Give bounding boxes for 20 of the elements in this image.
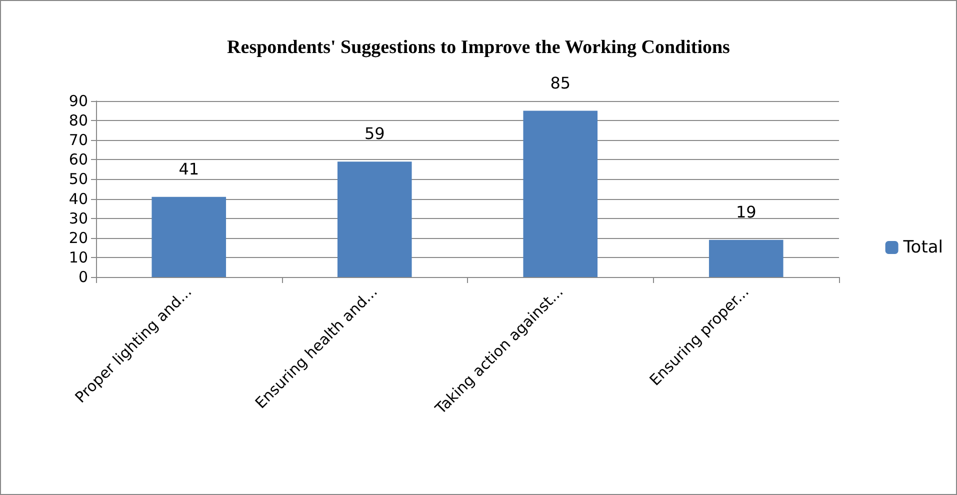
bar bbox=[337, 162, 412, 277]
data-label: 19 bbox=[736, 202, 756, 222]
bar bbox=[708, 240, 784, 277]
bar bbox=[152, 196, 226, 277]
y-tick-label: 70 bbox=[68, 131, 88, 150]
y-tick-label: 30 bbox=[68, 209, 88, 228]
data-label: 85 bbox=[550, 73, 571, 92]
y-tick-label: 40 bbox=[68, 190, 88, 208]
y-tick-label: 90 bbox=[68, 92, 88, 110]
data-label: 59 bbox=[364, 124, 385, 144]
data-label: 41 bbox=[178, 159, 200, 178]
chart-title: Respondents' Suggestions to Improve the Working Conditions bbox=[227, 37, 730, 58]
legend-label: Total bbox=[902, 238, 943, 258]
y-tick-label: 0 bbox=[78, 268, 88, 286]
bar bbox=[523, 110, 598, 277]
y-tick-label: 10 bbox=[68, 248, 88, 266]
y-tick-label: 20 bbox=[68, 228, 88, 247]
y-tick-label: 50 bbox=[68, 170, 88, 188]
y-tick-label: 80 bbox=[68, 112, 88, 130]
y-tick-label: 60 bbox=[68, 150, 88, 169]
